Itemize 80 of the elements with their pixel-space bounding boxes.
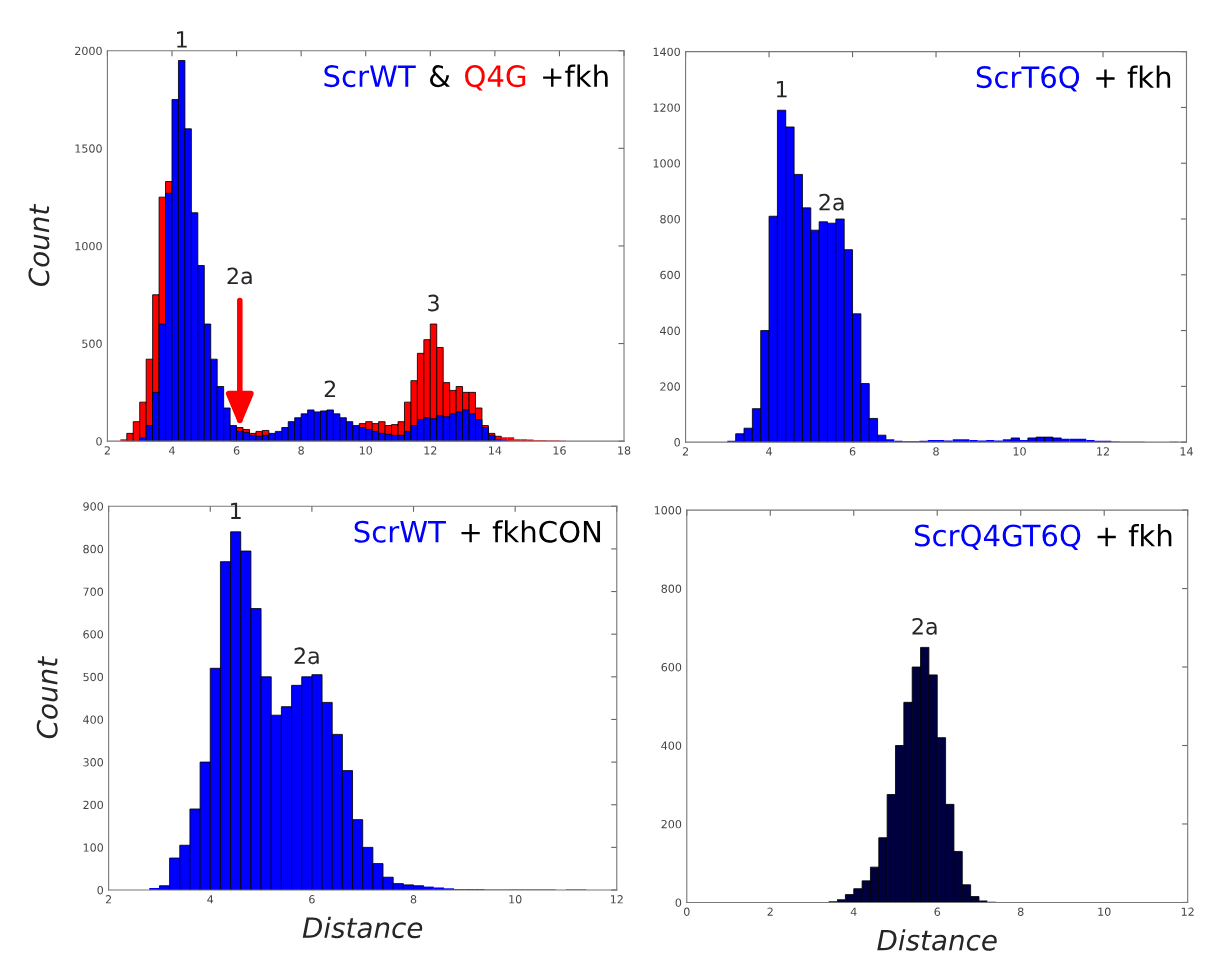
y-tick-label: 1000	[75, 241, 102, 251]
y-tick-label: 200	[83, 800, 104, 810]
x-tick-label: 16	[553, 446, 566, 455]
x-tick-label: 12	[1181, 907, 1194, 916]
annotation: 2a	[227, 267, 252, 285]
annotation: 2	[324, 380, 336, 397]
annotation: 1	[776, 81, 787, 98]
x-tick-label: 18	[618, 446, 631, 455]
y-tick-label: 800	[660, 214, 680, 224]
y-tick-label: 500	[82, 339, 102, 348]
y-tick-label: 2000	[75, 46, 102, 56]
y-axis-title: Count	[28, 203, 50, 287]
y-tick-label: 1500	[75, 144, 102, 153]
x-tick-label: 10	[509, 895, 522, 904]
x-tick-label: 6	[849, 447, 856, 456]
x-tick-label: 6	[934, 907, 941, 916]
y-tick-label: 600	[660, 270, 680, 280]
x-tick-label: 4	[850, 907, 857, 916]
y-tick-label: 100	[83, 843, 104, 852]
annotation: 1	[177, 31, 187, 48]
y-tick-label: 0	[97, 885, 104, 895]
y-tick-label: 500	[83, 672, 104, 682]
annotation: + fkh	[1097, 523, 1172, 547]
annotation: +fkh	[543, 64, 608, 87]
y-axis-title: Count	[36, 656, 58, 739]
x-tick-label: 0	[683, 907, 690, 916]
annotation: + fkhCON	[461, 520, 601, 543]
y-tick-label: 700	[83, 587, 104, 596]
text: ScrT6Q	[976, 66, 1080, 92]
annotation: 2a	[912, 617, 937, 635]
x-tick-label: 10	[359, 446, 373, 455]
x-tick-label: 2	[105, 895, 112, 904]
x-tick-label: 10	[1013, 447, 1026, 456]
y-tick-label: 600	[83, 630, 104, 639]
x-tick-label: 8	[298, 446, 304, 455]
x-tick-label: 2	[682, 447, 688, 456]
annotation: 2a	[294, 647, 319, 665]
text: ScrWT	[324, 65, 416, 88]
y-tick-label: 1200	[653, 103, 680, 112]
y-tick-label: 0	[674, 438, 680, 447]
x-tick-label: 2	[767, 907, 773, 916]
x-tick-label: 10	[1098, 907, 1111, 916]
y-tick-label: 800	[661, 584, 682, 593]
annotation: 1	[231, 502, 241, 519]
x-tick-label: 14	[1180, 447, 1193, 456]
y-tick-label: 0	[96, 437, 102, 446]
text: ScrWT	[354, 520, 446, 543]
x-tick-label: 8	[933, 447, 939, 456]
y-tick-label: 1000	[654, 506, 682, 515]
x-tick-label: 12	[1097, 447, 1109, 456]
x-tick-label: 12	[424, 446, 437, 455]
text: ScrQ4GT6Q	[914, 524, 1081, 550]
x-tick-label: 8	[1017, 907, 1024, 916]
x-tick-label: 4	[169, 446, 175, 455]
y-tick-label: 400	[83, 715, 104, 724]
text: Q4G	[465, 65, 526, 91]
x-tick-label: 6	[233, 446, 240, 455]
y-tick-label: 800	[83, 544, 104, 554]
y-tick-label: 200	[660, 382, 680, 391]
x-tick-label: 6	[309, 895, 315, 904]
x-tick-label: 4	[766, 447, 772, 456]
x-tick-label: 12	[610, 895, 623, 904]
annotation: + fkh	[1096, 65, 1171, 88]
x-axis-title: Distance	[877, 929, 997, 951]
x-tick-label: 2	[104, 446, 110, 455]
x-axis-title: Distance	[302, 916, 423, 939]
x-tick-label: 14	[489, 446, 502, 455]
y-tick-label: 400	[660, 326, 680, 335]
annotation: 2a	[819, 193, 844, 211]
y-tick-label: 600	[661, 663, 682, 672]
annotation: 3	[428, 294, 439, 312]
y-tick-label: 900	[83, 502, 104, 511]
y-tick-label: 200	[661, 819, 682, 829]
annotation: &	[430, 65, 451, 88]
y-tick-label: 400	[661, 741, 682, 750]
y-tick-label: 1400	[653, 47, 680, 57]
x-tick-label: 4	[207, 895, 214, 904]
y-tick-label: 300	[83, 758, 104, 767]
y-tick-label: 1000	[653, 159, 680, 168]
x-tick-label: 8	[410, 895, 417, 904]
